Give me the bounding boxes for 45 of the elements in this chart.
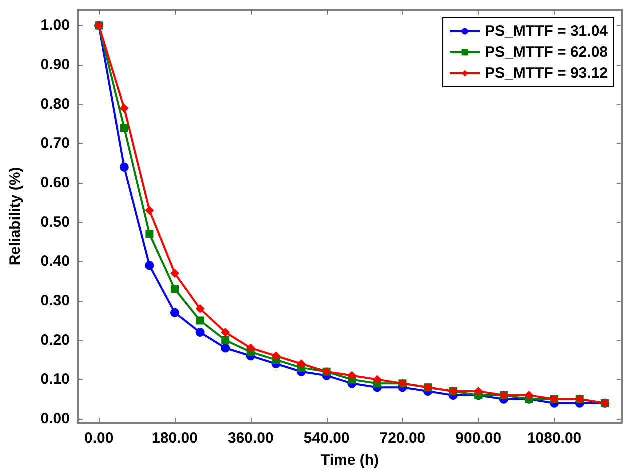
legend-label: PS_MTTF = 93.12	[485, 65, 608, 82]
point	[246, 344, 256, 353]
y-tick-label: 0.90	[40, 56, 70, 74]
x-tick-label: 0.00	[84, 430, 114, 447]
point	[120, 162, 129, 172]
point	[170, 269, 180, 278]
legend-label: PS_MTTF = 62.08	[485, 44, 608, 61]
point	[196, 328, 205, 338]
x-tick-label: 540.00	[304, 430, 350, 447]
point	[170, 285, 179, 294]
y-tick-label: 0.70	[40, 135, 70, 152]
y-tick-label: 0.80	[40, 96, 70, 113]
y-tick-label: 0.50	[40, 214, 70, 231]
point	[221, 344, 230, 353]
y-tick-label: 0.00	[40, 410, 70, 428]
x-tick-label: 180.00	[152, 430, 198, 447]
point	[146, 230, 154, 238]
x-tick-label: 360.00	[228, 430, 274, 447]
point	[272, 352, 281, 361]
point	[196, 304, 205, 314]
point	[474, 387, 484, 396]
y-tick-label: 0.20	[40, 332, 70, 349]
x-tick-label: 900.00	[456, 430, 502, 447]
y-tick-label: 0.30	[40, 292, 70, 310]
point	[170, 308, 180, 318]
point	[120, 104, 129, 113]
point	[348, 371, 357, 380]
y-axis-title: Reliability (%)	[7, 167, 24, 266]
point	[145, 206, 154, 216]
point	[297, 360, 306, 368]
point	[196, 316, 204, 325]
x-axis-title: Time (h)	[320, 452, 380, 469]
point	[145, 261, 154, 270]
point	[372, 375, 382, 384]
legend-label: PS_MTTF = 31.04	[485, 23, 609, 40]
point	[524, 390, 534, 400]
y-tick-label: 1.00	[40, 17, 70, 34]
y-tick-label: 0.40	[40, 253, 70, 270]
x-tick-label: 1080.00	[527, 430, 582, 447]
point	[120, 124, 128, 132]
y-tick-label: 0.60	[40, 174, 70, 192]
point	[222, 336, 230, 344]
y-tick-label: 0.10	[40, 371, 70, 388]
point	[221, 328, 230, 338]
x-tick-label: 720.00	[380, 430, 426, 447]
